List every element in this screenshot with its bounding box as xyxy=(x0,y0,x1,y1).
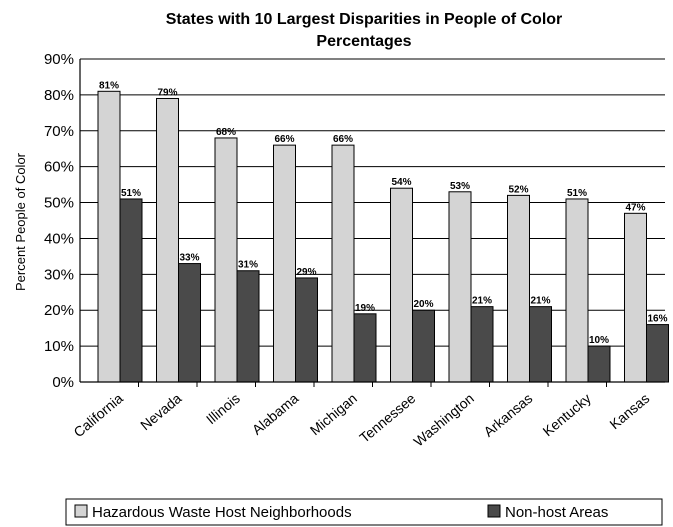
bar-host xyxy=(507,194,530,383)
data-label: 29% xyxy=(296,267,316,278)
data-label: 53% xyxy=(450,181,470,192)
data-label: 10% xyxy=(589,335,609,346)
x-tick-label: Kansas xyxy=(606,390,652,432)
data-label: 21% xyxy=(472,296,492,307)
y-tick-labels: 0% 10% 20% 30% 40% 50% 60% 70% 80% 90% xyxy=(44,51,74,391)
data-label: 16% xyxy=(647,314,667,325)
data-label: 21% xyxy=(530,296,550,307)
bar-host xyxy=(97,90,121,383)
data-label: 79% xyxy=(157,87,177,98)
legend-label-host: Hazardous Waste Host Neighborhoods xyxy=(92,504,352,521)
data-label: 51% xyxy=(121,188,141,199)
x-tick-label: California xyxy=(70,390,126,440)
x-tick-label: Michigan xyxy=(307,390,360,438)
y-tick-label: 50% xyxy=(44,195,74,212)
bar-host xyxy=(390,187,413,383)
legend-swatch-host xyxy=(74,504,88,518)
x-tick-label: Nevada xyxy=(137,390,184,433)
bar-host xyxy=(273,144,296,383)
y-tick-label: 30% xyxy=(44,266,74,283)
data-label: 81% xyxy=(99,80,119,91)
bar-nonhost xyxy=(587,345,611,383)
y-tick-label: 0% xyxy=(52,374,74,391)
bar-nonhost xyxy=(646,324,669,383)
y-axis-label: Percent People of Color xyxy=(13,152,28,291)
y-tick-label: 80% xyxy=(44,87,74,104)
y-tick-label: 70% xyxy=(44,123,74,140)
legend: Hazardous Waste Host Neighborhoods Non-h… xyxy=(65,498,663,526)
x-tick-label: Tennessee xyxy=(356,390,418,446)
bars: 81% 51% 79% 33% 68% 31% 66% 29% 66% 19% 54% 20% 53% 2… xyxy=(97,80,669,383)
bar-host xyxy=(331,144,355,383)
data-label: 52% xyxy=(508,184,528,195)
bar-host xyxy=(565,198,589,383)
chart-title-line-2: Percentages xyxy=(316,33,411,50)
bar-nonhost xyxy=(295,277,318,383)
y-tick-label: 20% xyxy=(44,302,74,319)
bar-nonhost xyxy=(529,306,552,383)
bar-nonhost xyxy=(178,263,201,383)
x-tick-label: Illinois xyxy=(203,390,243,427)
bar-host xyxy=(624,212,647,383)
bar-nonhost xyxy=(353,313,377,383)
data-label: 31% xyxy=(238,260,258,271)
bar-nonhost xyxy=(236,270,260,383)
bar-nonhost xyxy=(470,306,494,383)
axes xyxy=(79,59,665,387)
data-label: 51% xyxy=(567,188,587,199)
data-label: 66% xyxy=(274,134,294,145)
bar-host xyxy=(156,97,179,383)
data-label: 20% xyxy=(413,299,433,310)
bar-nonhost xyxy=(119,198,143,383)
data-label: 47% xyxy=(625,202,645,213)
x-tick-label: Arkansas xyxy=(480,390,535,440)
data-label: 68% xyxy=(216,127,236,138)
x-tick-label: Washington xyxy=(410,390,477,449)
x-tick-label: Kentucky xyxy=(540,390,594,439)
legend-swatch-nonhost xyxy=(487,504,501,518)
data-label: 66% xyxy=(333,134,353,145)
x-tick-labels: California Nevada Illinois Alabama MichiganT… xyxy=(70,390,652,450)
legend-label-nonhost: Non-host Areas xyxy=(505,504,608,521)
chart-title-line-1: States with 10 Largest Disparities in Pe… xyxy=(166,11,563,28)
data-label: 19% xyxy=(355,303,375,314)
y-tick-label: 60% xyxy=(44,159,74,176)
data-label: 33% xyxy=(179,253,199,264)
bar-host xyxy=(448,191,472,383)
y-tick-label: 40% xyxy=(44,230,74,247)
bar-host xyxy=(214,137,238,383)
y-tick-label: 90% xyxy=(44,51,74,68)
y-tick-label: 10% xyxy=(44,338,74,355)
data-label: 54% xyxy=(391,177,411,188)
legend-frame xyxy=(65,498,663,526)
bar-nonhost xyxy=(412,309,435,383)
x-tick-label: Alabama xyxy=(249,390,302,438)
